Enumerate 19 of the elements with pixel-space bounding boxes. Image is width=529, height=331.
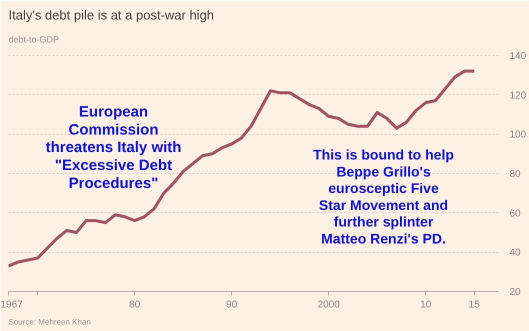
- x-tick-label: 90: [226, 300, 238, 310]
- y-tick-label: 140: [510, 50, 527, 62]
- y-tick-label: 20: [510, 287, 522, 298]
- annotation: This is bound to help Beppe Grillo's eurosceptic Five Star Movement and further splinter Matteo Renzi's PD.: [313, 146, 454, 246]
- y-tick-label: 100: [510, 130, 527, 141]
- chart-title: Italy's debt pile is at a post-war high: [8, 8, 214, 22]
- y-tick-label: 80: [510, 168, 522, 180]
- x-tick-label: 15: [468, 300, 480, 310]
- x-tick-label: 1967: [0, 300, 24, 310]
- source-note: Source: Mehreen Khan: [8, 318, 91, 326]
- y-tick-label: 40: [510, 248, 522, 259]
- x-tick-label: 10: [420, 300, 432, 310]
- annotation: European Commission threatens Italy with "Excessive Debt Procedures": [46, 104, 182, 192]
- x-tick-label: 80: [129, 300, 141, 310]
- line-series: [8, 70, 476, 268]
- y-tick-label: 60: [510, 208, 522, 220]
- chart-subtitle: debt-to-GDP: [8, 34, 60, 44]
- x-tick-label: 2000: [318, 300, 340, 310]
- y-tick-label: 120: [510, 90, 527, 102]
